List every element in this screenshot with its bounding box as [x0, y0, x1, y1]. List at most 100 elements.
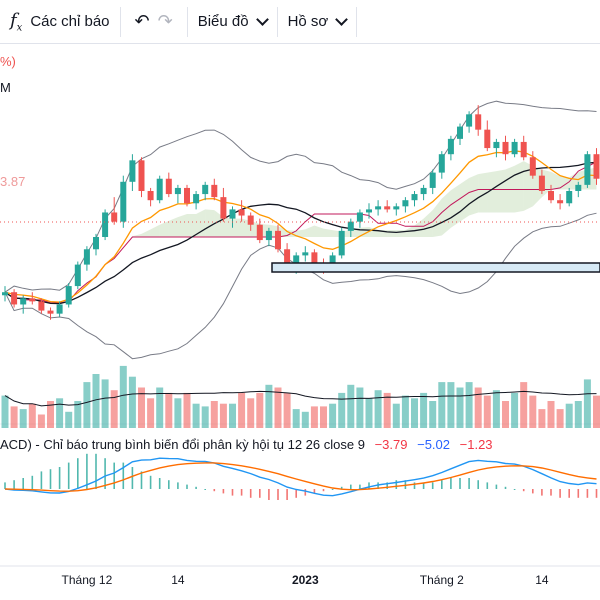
- candle-body: [584, 154, 591, 185]
- undo-icon[interactable]: ↶: [134, 11, 150, 31]
- volume-bar: [502, 401, 509, 428]
- volume-bar: [292, 409, 300, 428]
- candle-body: [174, 187, 181, 195]
- macd-hist-bar: [168, 480, 170, 489]
- macd-hist-bar: [359, 484, 361, 489]
- candlesticks: [2, 105, 600, 320]
- macd-hist-bar: [322, 489, 325, 492]
- candle: [384, 200, 391, 213]
- candle: [402, 197, 409, 213]
- volume-bar: [338, 392, 346, 428]
- candle: [129, 154, 136, 191]
- candle-body: [347, 221, 354, 231]
- candle-body: [2, 292, 8, 296]
- macd-hist-bar: [222, 489, 225, 494]
- toolbar-divider: [276, 6, 278, 37]
- candle-body: [329, 255, 336, 268]
- candle-body: [47, 310, 54, 314]
- macd-hist-bar: [386, 482, 388, 489]
- candle: [529, 151, 536, 179]
- candle-body: [375, 206, 382, 210]
- candle-body: [38, 301, 45, 311]
- cloud-segment: [450, 184, 460, 228]
- candle-body: [511, 141, 518, 155]
- candle: [366, 203, 372, 219]
- volume-bar: [465, 382, 473, 428]
- x-tick-label: 14: [535, 573, 549, 587]
- candle-body: [138, 160, 145, 191]
- cloud-segment: [314, 225, 324, 237]
- volume-bar: [520, 382, 528, 428]
- candle-body: [402, 200, 409, 207]
- candle-body: [247, 215, 254, 225]
- cloud-segment: [150, 224, 160, 237]
- toolbar-divider: [356, 6, 358, 37]
- candle: [457, 123, 463, 145]
- macd-hist-bar: [158, 478, 161, 489]
- x-tick-label: 2023: [292, 573, 319, 587]
- macd-hist-bar: [149, 475, 152, 489]
- volume-bar: [37, 414, 45, 428]
- candle: [429, 169, 436, 195]
- volume-bar: [119, 365, 127, 428]
- candle: [484, 120, 491, 152]
- candle: [56, 301, 63, 317]
- volume-bar: [429, 401, 437, 428]
- indicator-lines: [4, 100, 597, 360]
- volume-bar: [229, 403, 236, 428]
- candle-body: [147, 191, 154, 201]
- macd-hist-bar: [532, 489, 534, 494]
- volume-bar: [128, 376, 136, 428]
- candle: [438, 151, 445, 179]
- candle: [2, 286, 8, 302]
- macd-hist-bar: [331, 489, 334, 490]
- macd-hist-bar: [122, 462, 125, 489]
- volume-bar: [19, 409, 27, 428]
- macd-hist-value: −3.79: [375, 437, 408, 452]
- candle: [211, 178, 218, 201]
- legend-partial-m: M: [0, 80, 11, 95]
- candle: [493, 138, 500, 158]
- candle-body: [566, 191, 573, 204]
- profile-menu-button[interactable]: Hồ sơ: [278, 0, 357, 44]
- candle-body: [366, 209, 372, 213]
- candle: [120, 175, 127, 228]
- candle-body: [20, 298, 27, 305]
- candle: [338, 227, 345, 259]
- macd-hist-bar: [468, 478, 470, 489]
- indicators-label: Các chỉ báo: [30, 13, 110, 30]
- macd-hist-bar: [204, 489, 206, 490]
- price-chart[interactable]: %) M 3.87 ACD) - Chỉ báo trung bình biến…: [0, 44, 600, 600]
- macd-legend-title: ACD) - Chỉ báo trung bình biến đổi phân …: [0, 437, 365, 452]
- macd-hist-bar: [95, 453, 97, 489]
- candle-body: [356, 212, 363, 222]
- macd-hist-bar: [40, 471, 43, 489]
- volume-bar: [192, 403, 200, 428]
- macd-hist-bar: [368, 482, 370, 489]
- x-tick-label: Tháng 2: [420, 573, 464, 587]
- volume-bar: [447, 382, 455, 428]
- chart-menu-button[interactable]: Biểu đồ: [188, 0, 277, 44]
- cloud-segment: [551, 171, 561, 190]
- macd-hist-bar: [568, 489, 570, 498]
- cloud-segment: [469, 174, 479, 216]
- macd-hist-bar: [541, 489, 543, 496]
- macd-hist-bar: [4, 482, 6, 489]
- volume-bar: [238, 392, 246, 428]
- toolbar-divider: [186, 6, 188, 37]
- candle: [111, 197, 118, 225]
- candle-body: [265, 230, 272, 241]
- indicators-button[interactable]: fx Các chỉ báo: [0, 0, 120, 44]
- macd-hist-bar: [249, 489, 252, 498]
- macd-hist-bar: [595, 489, 598, 498]
- volume-bar: [420, 392, 428, 428]
- candle: [83, 246, 90, 271]
- macd-hist-bar: [286, 489, 288, 500]
- redo-icon[interactable]: ↷: [157, 11, 173, 31]
- cloud-segment: [196, 209, 206, 237]
- macd-hist-bar: [195, 486, 197, 489]
- x-tick-label: 14: [171, 573, 185, 587]
- macd-pane: [4, 453, 598, 500]
- support-zone-rectangle[interactable]: [271, 262, 600, 273]
- candle: [247, 212, 254, 231]
